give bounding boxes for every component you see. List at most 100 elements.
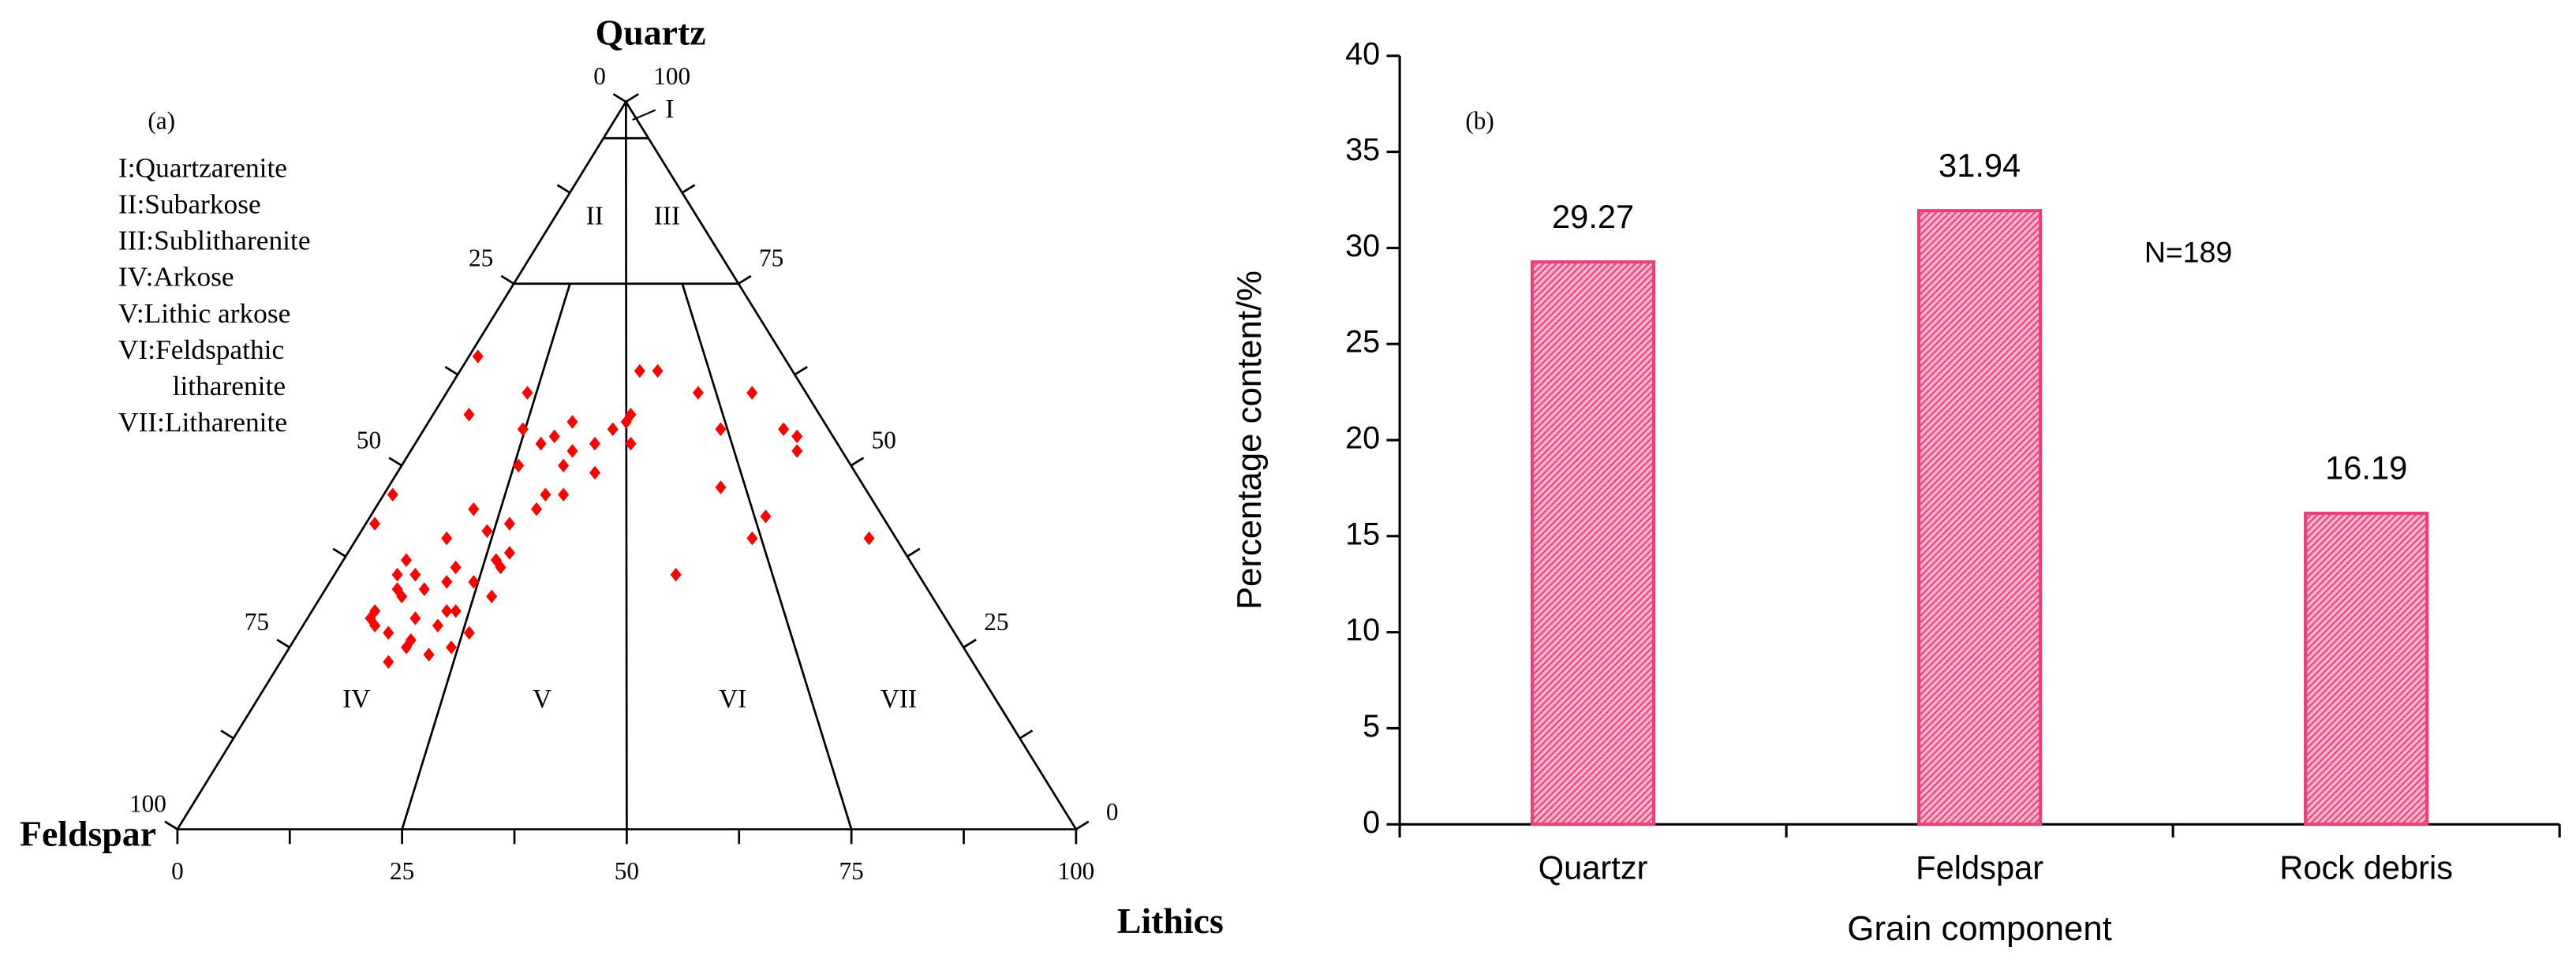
leader-line <box>632 109 656 121</box>
axis-tick <box>963 638 977 649</box>
minor-tick <box>444 366 458 376</box>
ternary-plot: 0 25 50 75 100 100 75 50 25 0 0 25 50 75 100 Quartz Feld… <box>20 12 1224 941</box>
value-label: 29.27 <box>1552 198 1634 235</box>
data-point <box>468 575 480 589</box>
minor-tick <box>794 366 808 376</box>
data-point <box>503 546 515 560</box>
y-tick-label: 10 <box>1345 613 1380 647</box>
data-point <box>441 575 453 589</box>
data-point <box>535 436 547 451</box>
apex-label: Feldspar <box>20 813 156 853</box>
data-point <box>391 567 403 582</box>
data-point <box>495 560 507 575</box>
y-tick-label: 15 <box>1345 517 1380 551</box>
legend-text: IV:Arkose <box>118 261 234 293</box>
bar <box>2304 511 2429 826</box>
data-point <box>625 408 637 422</box>
value-label: 16.19 <box>2325 450 2407 487</box>
data-point <box>791 444 803 458</box>
axis-tick-label: 0 <box>171 857 184 885</box>
legend-text: VI:Feldspathic <box>118 334 284 365</box>
data-point <box>760 509 772 524</box>
data-point <box>746 386 758 400</box>
data-point <box>503 517 515 531</box>
data-point <box>692 386 704 400</box>
data-point <box>566 415 578 429</box>
x-tick-label: Quartzr <box>1538 849 1648 886</box>
data-point <box>566 444 578 458</box>
data-point <box>746 531 758 546</box>
field-boundary <box>401 283 571 830</box>
minor-tick <box>556 184 570 194</box>
panel-label: (b) <box>1465 106 1494 134</box>
data-point <box>715 422 727 436</box>
data-point <box>423 647 435 662</box>
minor-tick <box>907 547 921 558</box>
region-label: II <box>586 202 604 231</box>
data-point <box>369 517 381 531</box>
axis-tick-label: 75 <box>839 857 864 885</box>
data-point <box>418 582 430 596</box>
axis-tick <box>500 274 514 285</box>
y-axis-title: Percentage content/% <box>1230 270 1269 610</box>
x-tick-label: Feldspar <box>1916 849 2043 886</box>
data-point <box>652 364 664 379</box>
y-tick-label: 25 <box>1345 325 1380 360</box>
axis-tick-label: 75 <box>245 608 269 636</box>
axis-tick <box>625 93 639 103</box>
axis-tick-label: 100 <box>653 62 690 90</box>
annotation: N=189 <box>2144 236 2232 269</box>
axis-tick-label: 50 <box>615 857 639 885</box>
axis-tick-label: 25 <box>984 608 1008 636</box>
axis-tick-label: 75 <box>759 244 783 272</box>
axis-tick <box>388 457 402 467</box>
data-point <box>401 640 413 655</box>
region-label: IV <box>342 685 370 714</box>
legend-text: III:Sublitharenite <box>118 225 311 256</box>
data-point <box>441 531 453 546</box>
panel-label: (a) <box>148 106 175 134</box>
data-point <box>517 422 529 436</box>
data-point <box>409 567 421 582</box>
axis-tick <box>850 457 865 467</box>
y-tick-label: 40 <box>1345 36 1380 71</box>
region-label: I <box>665 95 674 124</box>
region-label: VII <box>880 685 917 714</box>
y-tick-label: 0 <box>1363 805 1380 840</box>
data-point <box>522 386 533 400</box>
axis-tick-label: 25 <box>469 244 493 272</box>
x-tick-label: Rock debris <box>2279 849 2453 886</box>
data-point <box>446 640 458 655</box>
axis-tick-label: 50 <box>357 426 381 453</box>
minor-tick <box>220 729 234 740</box>
data-point <box>432 618 443 633</box>
minor-tick <box>681 184 696 194</box>
legend-text: I:Quartzarenite <box>118 152 287 184</box>
data-point <box>383 655 394 670</box>
data-point <box>589 436 600 451</box>
data-point <box>481 524 493 539</box>
field-boundary <box>681 283 853 830</box>
data-point <box>634 364 645 379</box>
data-point <box>558 458 570 473</box>
data-point <box>548 429 560 444</box>
y-tick-label: 35 <box>1345 132 1380 167</box>
apex-label: Quartz <box>596 12 706 52</box>
bar <box>1530 260 1656 826</box>
data-point <box>383 625 394 640</box>
data-point <box>531 502 543 517</box>
region-label: III <box>654 202 680 231</box>
region-label: VI <box>719 685 746 714</box>
minor-tick <box>1019 729 1034 740</box>
axis-tick <box>612 93 627 103</box>
region-label: V <box>533 685 551 714</box>
y-tick-label: 20 <box>1345 421 1380 456</box>
data-point <box>450 560 462 575</box>
data-point <box>863 531 875 546</box>
apex-label: Lithics <box>1117 901 1224 941</box>
data-point <box>400 553 412 567</box>
axis-tick-label: 100 <box>129 790 166 818</box>
axis-tick <box>1075 820 1090 830</box>
